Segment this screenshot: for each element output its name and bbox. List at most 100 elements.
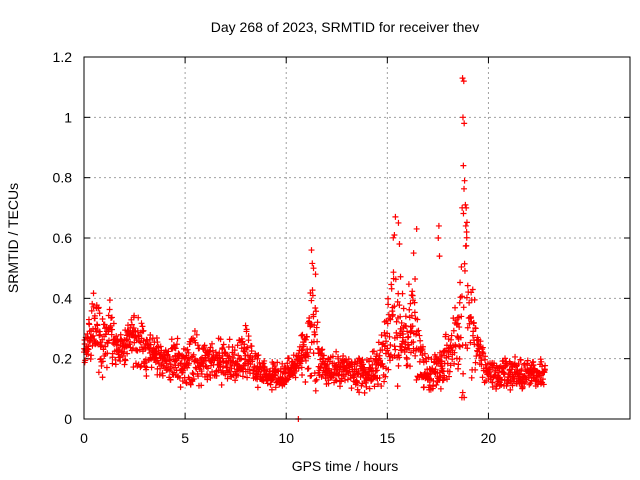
data-point [187, 381, 194, 388]
data-point [170, 342, 177, 349]
data-point [232, 377, 239, 384]
data-point [383, 338, 390, 345]
data-point [176, 351, 183, 358]
data-point [245, 337, 252, 344]
data-point [403, 355, 410, 362]
data-point [187, 338, 194, 345]
data-point [394, 383, 401, 390]
data-point [521, 380, 528, 387]
data-point [189, 370, 196, 377]
data-point [305, 365, 312, 372]
data-point [393, 318, 400, 325]
data-point [534, 381, 541, 388]
data-point [106, 306, 113, 313]
data-point [399, 290, 406, 297]
data-point [99, 316, 106, 323]
data-point [112, 361, 119, 368]
data-point [386, 357, 393, 364]
data-point [391, 303, 398, 310]
data-point [295, 365, 302, 372]
data-point [397, 313, 404, 320]
data-point [131, 312, 138, 319]
data-point [271, 362, 278, 369]
data-point [369, 361, 376, 368]
data-point [167, 376, 174, 383]
data-point [361, 389, 368, 396]
data-point [457, 279, 464, 286]
data-point [134, 327, 141, 334]
data-point [154, 357, 161, 364]
data-point [108, 331, 115, 338]
data-point [268, 386, 275, 393]
data-point [468, 374, 475, 381]
data-point [299, 372, 306, 379]
x-tick-label: 20 [481, 430, 497, 446]
data-point [310, 265, 317, 272]
data-point [479, 374, 486, 381]
data-point [450, 327, 457, 334]
data-point [229, 344, 236, 351]
data-point [396, 354, 403, 361]
data-point [133, 337, 140, 344]
data-point [191, 327, 198, 334]
data-point [457, 334, 464, 341]
data-point [538, 358, 545, 365]
data-point [312, 331, 319, 338]
data-point [206, 351, 213, 358]
data-point [109, 360, 116, 367]
data-point [178, 360, 185, 367]
data-point [310, 311, 317, 318]
data-point [312, 378, 319, 385]
data-point [320, 352, 327, 359]
data-point [104, 350, 111, 357]
data-point [530, 362, 537, 369]
data-point [461, 260, 468, 267]
x-tick-label: 15 [380, 430, 396, 446]
data-point [308, 297, 315, 304]
data-point [201, 342, 208, 349]
data-point [302, 357, 309, 364]
data-point [446, 373, 453, 380]
data-point [423, 358, 430, 365]
data-point [139, 348, 146, 355]
data-point [467, 339, 474, 346]
data-point [459, 114, 466, 121]
data-point [414, 316, 421, 323]
data-point [198, 371, 205, 378]
data-point [90, 290, 97, 297]
data-point [212, 349, 219, 356]
data-point [198, 382, 205, 389]
data-point [437, 373, 444, 380]
data-point [105, 337, 112, 344]
data-point [394, 298, 401, 305]
data-point [405, 281, 412, 288]
data-point [421, 350, 428, 357]
data-point [90, 303, 97, 310]
data-point [120, 349, 127, 356]
data-point [209, 340, 216, 347]
data-point [95, 369, 102, 376]
data-point [102, 343, 109, 350]
data-point [99, 358, 106, 365]
data-point [426, 382, 433, 389]
data-point [390, 234, 397, 241]
data-point [437, 385, 444, 392]
data-point [312, 387, 319, 394]
data-point [379, 347, 386, 354]
data-point [445, 353, 452, 360]
data-point [305, 353, 312, 360]
data-point [384, 320, 391, 327]
data-point [168, 336, 175, 343]
data-point [226, 336, 233, 343]
data-point [244, 344, 251, 351]
y-tick-label: 1.2 [53, 49, 73, 65]
data-point [416, 332, 423, 339]
data-point [429, 365, 436, 372]
data-point [511, 375, 518, 382]
data-point [415, 327, 422, 334]
data-point [464, 282, 471, 289]
data-point [397, 273, 404, 280]
data-point [298, 347, 305, 354]
data-point [142, 363, 149, 370]
